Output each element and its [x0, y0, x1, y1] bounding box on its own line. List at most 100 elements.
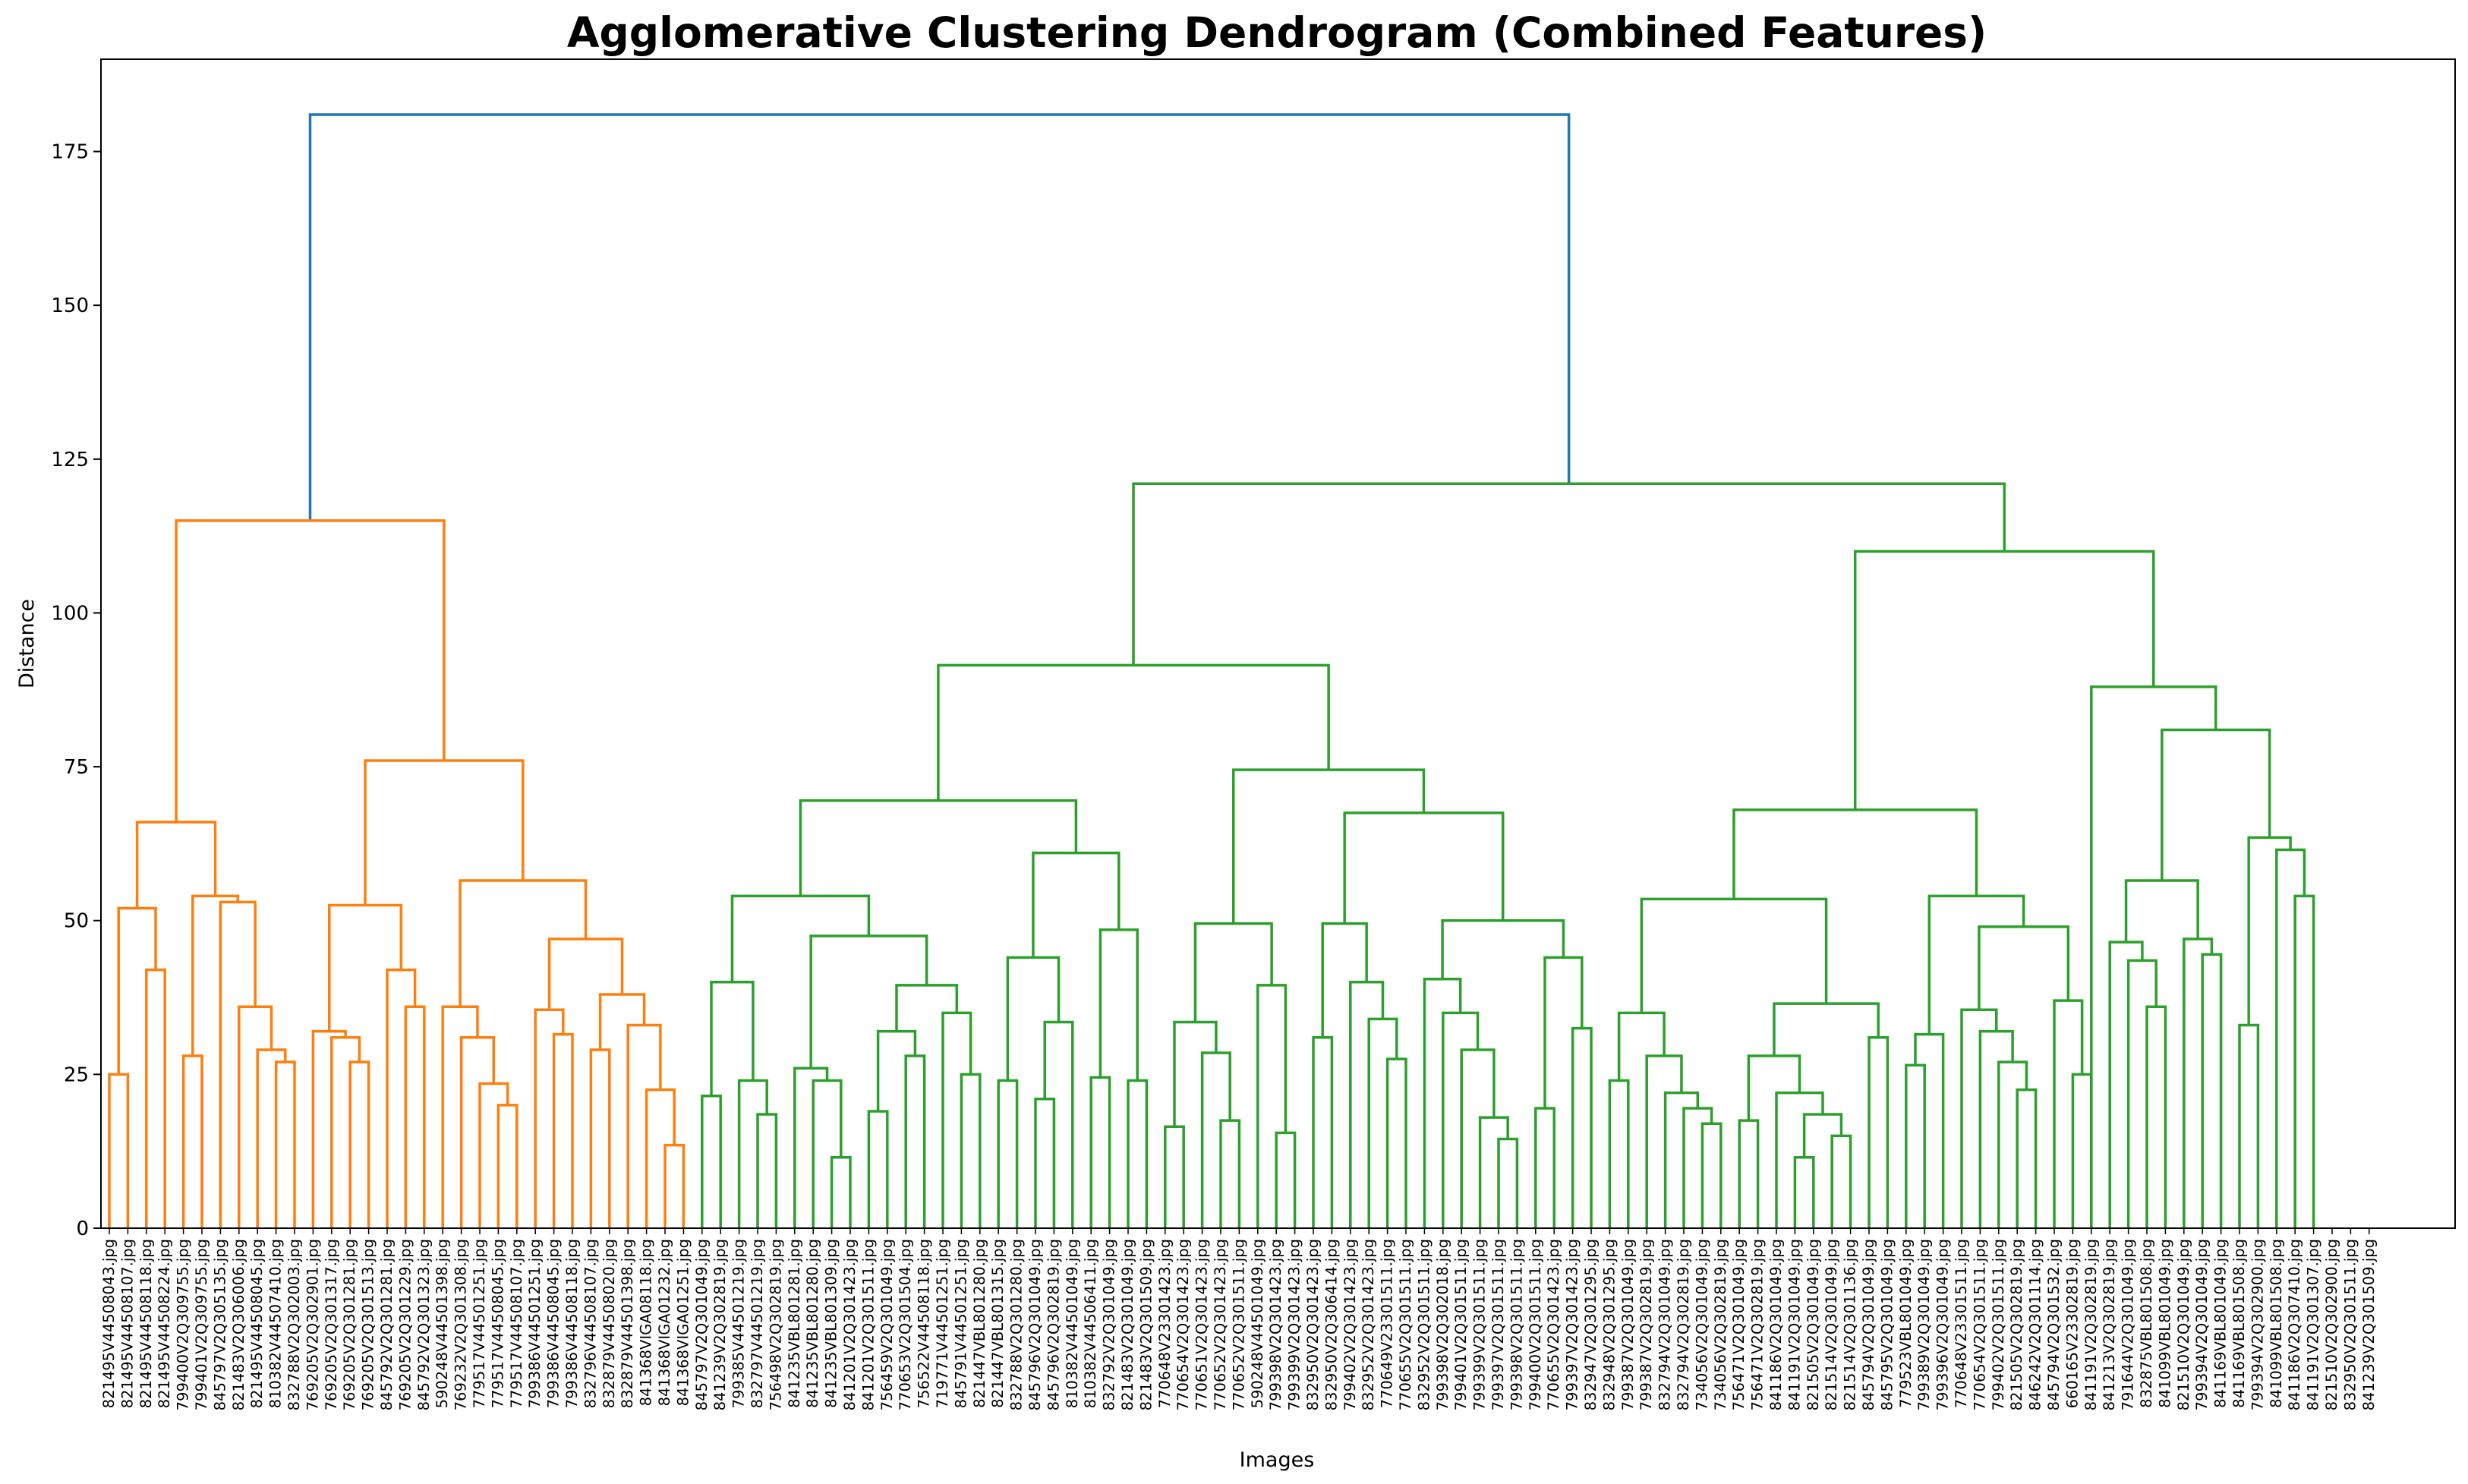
leaf-label: 821514V2Q301049.jpg — [1823, 1239, 1840, 1410]
leaf-label: 845797V2Q301049.jpg — [693, 1239, 711, 1410]
leaf-label: 841191V2Q301307.jpg — [2305, 1239, 2322, 1410]
leaf-label: 821505V2Q301049.jpg — [1805, 1239, 1822, 1410]
leaf-label: 841186V2Q301049.jpg — [1767, 1239, 1785, 1410]
leaf-label: 832792V2Q301049.jpg — [1101, 1239, 1118, 1410]
dendrogram-link-39 — [809, 934, 928, 1069]
dendrogram-link-101 — [1960, 1008, 1998, 1228]
dendrogram-link-90 — [1747, 1054, 1801, 1121]
leaf-label: 845796V2Q301049.jpg — [1026, 1239, 1044, 1410]
dendrogram-link-37 — [737, 1079, 768, 1228]
dendrogram-link-80 — [1853, 550, 2155, 810]
dendrogram-link-49 — [1032, 851, 1121, 958]
x-axis-ticks: 821495V44508043.jpg 821495V44508107.jpg 82… — [100, 1228, 2378, 1410]
leaf-label: 832947V2Q301295.jpg — [1582, 1239, 1600, 1410]
leaf-label: 779517V44508045.jpg — [489, 1239, 506, 1408]
leaf-label: 769232V2Q301308.jpg — [452, 1239, 470, 1410]
dendrogram-link-33 — [799, 799, 1078, 896]
leaf-label: 769205V2Q302901.jpg — [304, 1239, 321, 1410]
y-tick-label: 50 — [64, 910, 89, 933]
dendrogram-link-66 — [1321, 922, 1368, 1038]
dendrogram-root-link — [308, 113, 1571, 521]
dendrogram-link-108 — [2161, 728, 2271, 881]
dendrogram-link-19 — [441, 1005, 479, 1228]
leaf-label: 841235VBL801309.jpg — [823, 1239, 840, 1408]
y-tick-label: 125 — [51, 449, 89, 471]
y-tick-label: 175 — [51, 141, 89, 164]
dendrogram-link-29 — [645, 1088, 676, 1228]
dendrogram-link-34 — [730, 894, 871, 982]
dendrogram-link-88 — [1700, 1122, 1723, 1228]
dendrogram-link-22 — [496, 1104, 519, 1228]
dendrogram-link-1 — [135, 821, 217, 909]
dendrogram-link-71 — [1441, 918, 1565, 979]
leaf-label: 845791V44501251.jpg — [952, 1239, 969, 1408]
leaf-label: 821495V44508118.jpg — [137, 1239, 155, 1408]
dendrogram-link-42 — [830, 1156, 852, 1228]
dendrogram-link-118 — [2293, 894, 2315, 1228]
leaf-label: 734056V2Q301049.jpg — [1693, 1239, 1710, 1410]
leaf-label: 832950V2Q306414.jpg — [1322, 1239, 1340, 1410]
y-tick-label: 25 — [64, 1063, 89, 1086]
dendrogram-link-58 — [1193, 922, 1273, 1022]
leaf-label: 791644V2Q301049.jpg — [2120, 1239, 2137, 1410]
dendrogram-link-96 — [1868, 1035, 1890, 1228]
dendrogram-link-43 — [895, 984, 959, 1032]
leaf-label: 799400V2Q309755.jpg — [175, 1239, 192, 1410]
dendrogram-link-97 — [1927, 894, 2025, 1035]
dendrogram-link-9 — [256, 1048, 287, 1228]
leaf-label: 770655V2Q301511.jpg — [1397, 1239, 1414, 1410]
y-axis-ticks: 0 25 50 75 100 125 150 175 — [51, 141, 101, 1240]
leaf-label: 756522V44508118.jpg — [916, 1239, 933, 1408]
leaf-label: 821510V2Q301049.jpg — [2175, 1239, 2192, 1410]
leaf-label: 841169VBL801508.jpg — [2230, 1239, 2248, 1408]
leaf-label: 832950V2Q301511.jpg — [2341, 1239, 2359, 1410]
leaf-label: 832952V2Q301511.jpg — [1415, 1239, 1433, 1410]
dendrogram-link-38 — [756, 1113, 778, 1228]
leaf-label: 779517V44508107.jpg — [508, 1239, 525, 1408]
leaf-label: 832875VBL801508.jpg — [2138, 1239, 2155, 1408]
dendrogram-link-51 — [997, 1079, 1019, 1228]
dendrogram-link-40 — [793, 1067, 829, 1228]
dendrogram-link-16 — [386, 968, 417, 1228]
dendrogram-link-81 — [1732, 808, 1978, 900]
y-axis-label: Distance — [15, 599, 39, 688]
dendrogram-link-3 — [108, 1073, 130, 1228]
leaf-label: 841213V2Q302819.jpg — [2101, 1239, 2118, 1410]
leaf-label: 845794V2Q301049.jpg — [1860, 1239, 1877, 1410]
dendrogram-link-55 — [1089, 1076, 1111, 1228]
plot-frame — [100, 58, 2456, 1229]
dendrogram-link-104 — [2016, 1088, 2038, 1228]
dendrogram-link-100 — [1978, 925, 2070, 1010]
leaf-label: 845795V2Q301049.jpg — [1878, 1239, 1896, 1410]
dendrogram-link-32 — [937, 663, 1330, 801]
dendrogram-link-62 — [1219, 1119, 1241, 1228]
dendrogram-link-116 — [2238, 1023, 2260, 1228]
leaf-label: 841201V2Q301511.jpg — [859, 1239, 877, 1410]
leaf-label: 756459V2Q301049.jpg — [878, 1239, 896, 1410]
leaf-label: 821505V2Q302819.jpg — [2008, 1239, 2025, 1410]
leaf-label: 821483V2Q301049.jpg — [1119, 1239, 1136, 1410]
dendrogram-link-41 — [812, 1079, 843, 1228]
leaf-label: 821483V2Q306006.jpg — [230, 1239, 247, 1410]
dendrogram-link-115 — [2247, 836, 2292, 1026]
dendrogram-link-105 — [2053, 999, 2084, 1228]
leaf-label: 841099VBL801049.jpg — [2156, 1239, 2173, 1408]
dendrogram-link-70 — [1385, 1057, 1407, 1228]
dendrogram-link-112 — [2145, 1005, 2167, 1228]
dendrogram-link-21 — [478, 1082, 509, 1228]
leaf-label: 845794V2Q301532.jpg — [2045, 1239, 2063, 1410]
dendrogram-link-60 — [1164, 1125, 1185, 1228]
dendrogram-link-86 — [1663, 1091, 1700, 1228]
dendrogram-link-89 — [1773, 1002, 1880, 1057]
dendrogram-link-10 — [274, 1060, 296, 1228]
leaf-label: 845792V2Q301323.jpg — [415, 1239, 433, 1410]
dendrogram-link-7 — [219, 900, 257, 1228]
dendrogram-link-94 — [1793, 1156, 1815, 1228]
dendrogram-link-78 — [1534, 1107, 1556, 1228]
dendrogram-link-20 — [459, 1035, 496, 1228]
dendrogram-link-4 — [145, 968, 166, 1228]
leaf-label: 769205V2Q301281.jpg — [341, 1239, 358, 1410]
dendrogram-link-27 — [589, 1048, 611, 1228]
dendrogram-link-84 — [1608, 1079, 1630, 1228]
